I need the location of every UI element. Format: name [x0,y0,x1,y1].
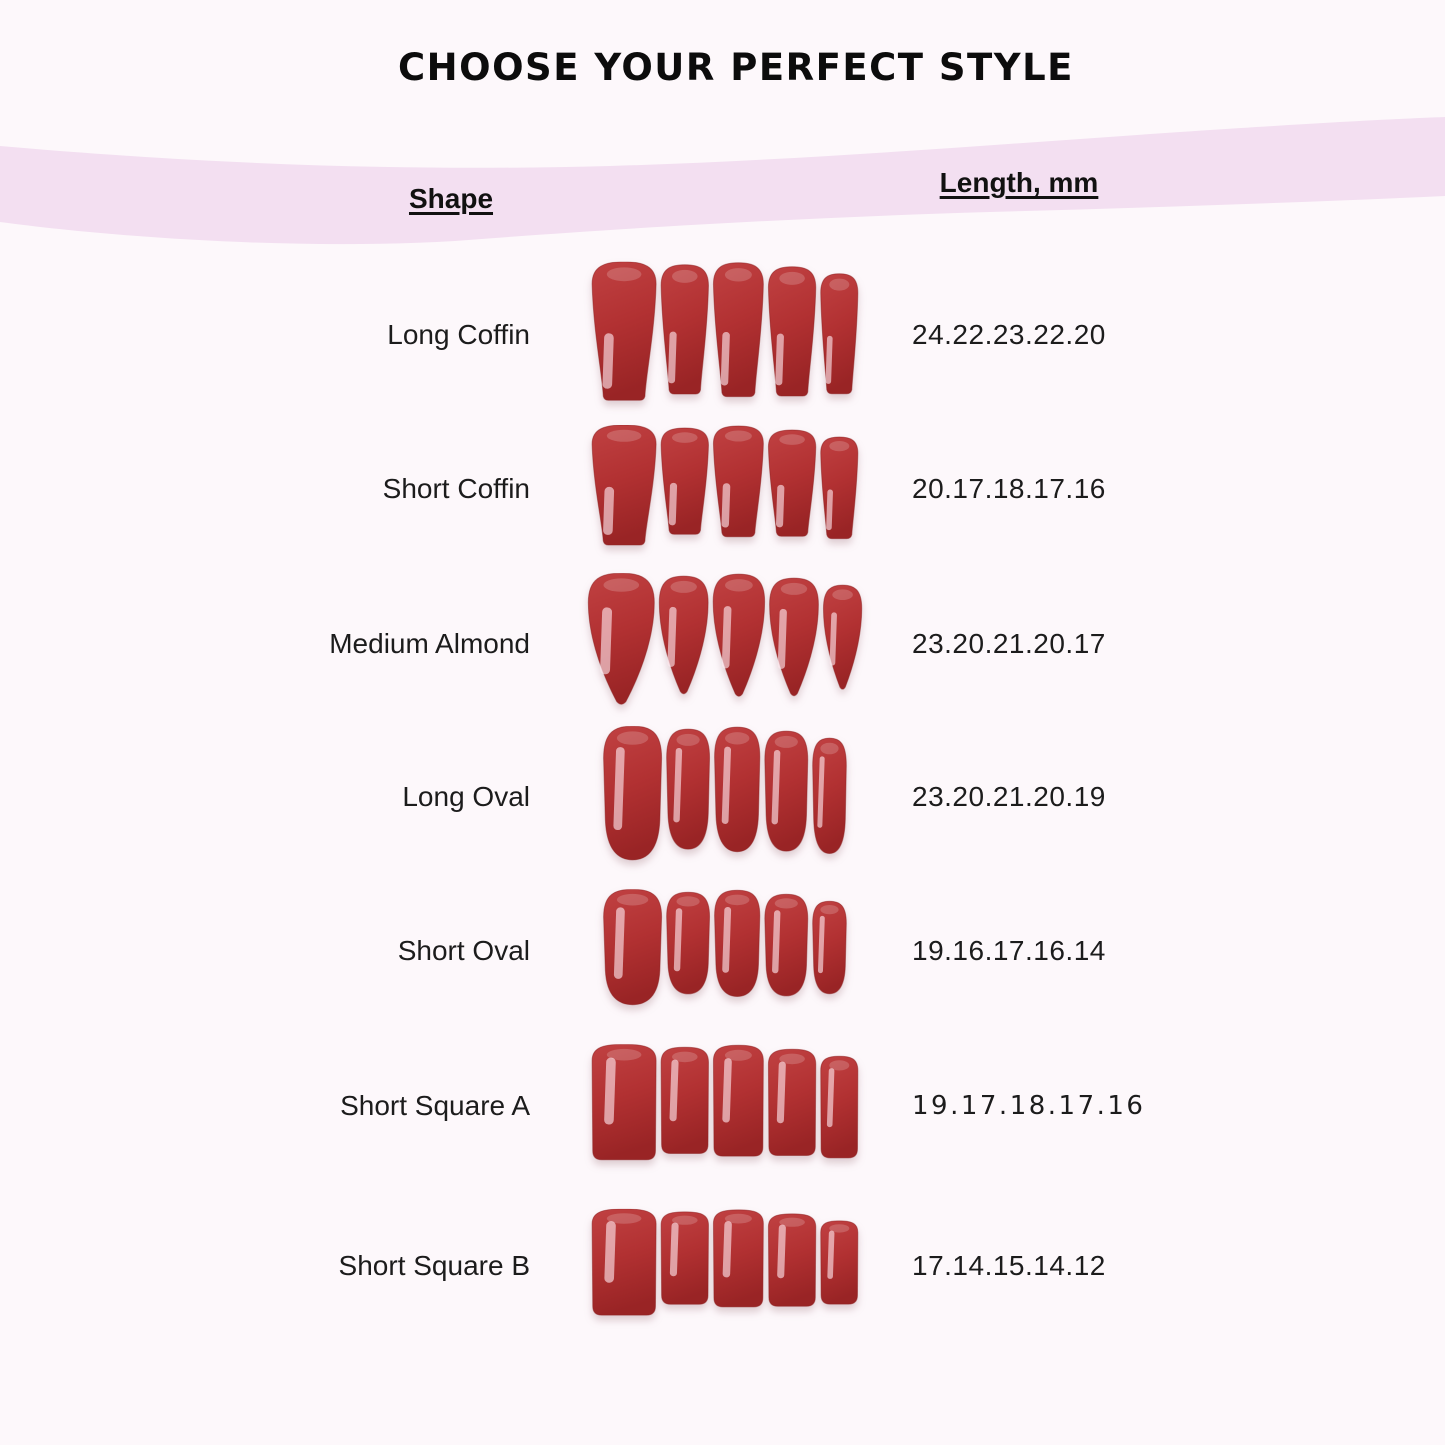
shape-name: Short Square B [338,1250,530,1281]
nail-set-image [575,1044,875,1167]
pink-wave-band [0,117,1445,245]
style-row: Short Square A [0,1028,1445,1184]
length-values: 23.20.21.20.19 [912,781,1106,812]
shape-name: Short Square A [340,1090,530,1121]
nail-set-image [575,261,875,408]
shape-name: Medium Almond [329,628,530,659]
column-header-shape: Shape [408,183,494,214]
style-row: Medium Almond [0,566,1445,722]
shape-name: Short Oval [397,935,530,966]
nail-set-image [575,889,875,1012]
nail-set-image [575,1208,875,1323]
length-values: 23.20.21.20.17 [912,628,1106,659]
column-header-length: Length, mm [939,167,1099,198]
length-values: 19.16.17.16.14 [912,935,1106,966]
shape-name: Short Coffin [382,473,530,504]
nail-set-image [575,573,875,715]
page-title: CHOOSE YOUR PERFECT STYLE [398,46,1074,89]
shape-name: Long Coffin [387,319,530,350]
length-values: 24.22.23.22.20 [912,319,1106,350]
style-row: Long Coffin [0,257,1445,413]
style-row: Short Square B [0,1188,1445,1344]
nail-set-image [575,726,875,868]
style-row: Long Oval [0,719,1445,875]
style-row: Short Coffin [0,411,1445,567]
length-values: 17.14.15.14.12 [912,1250,1106,1281]
nail-set-image [575,425,875,553]
style-row: Short Oval [0,873,1445,1029]
shape-name: Long Oval [402,781,530,812]
length-values: 20.17.18.17.16 [912,473,1106,504]
length-values: 19.17.18.17.16 [912,1091,1146,1121]
